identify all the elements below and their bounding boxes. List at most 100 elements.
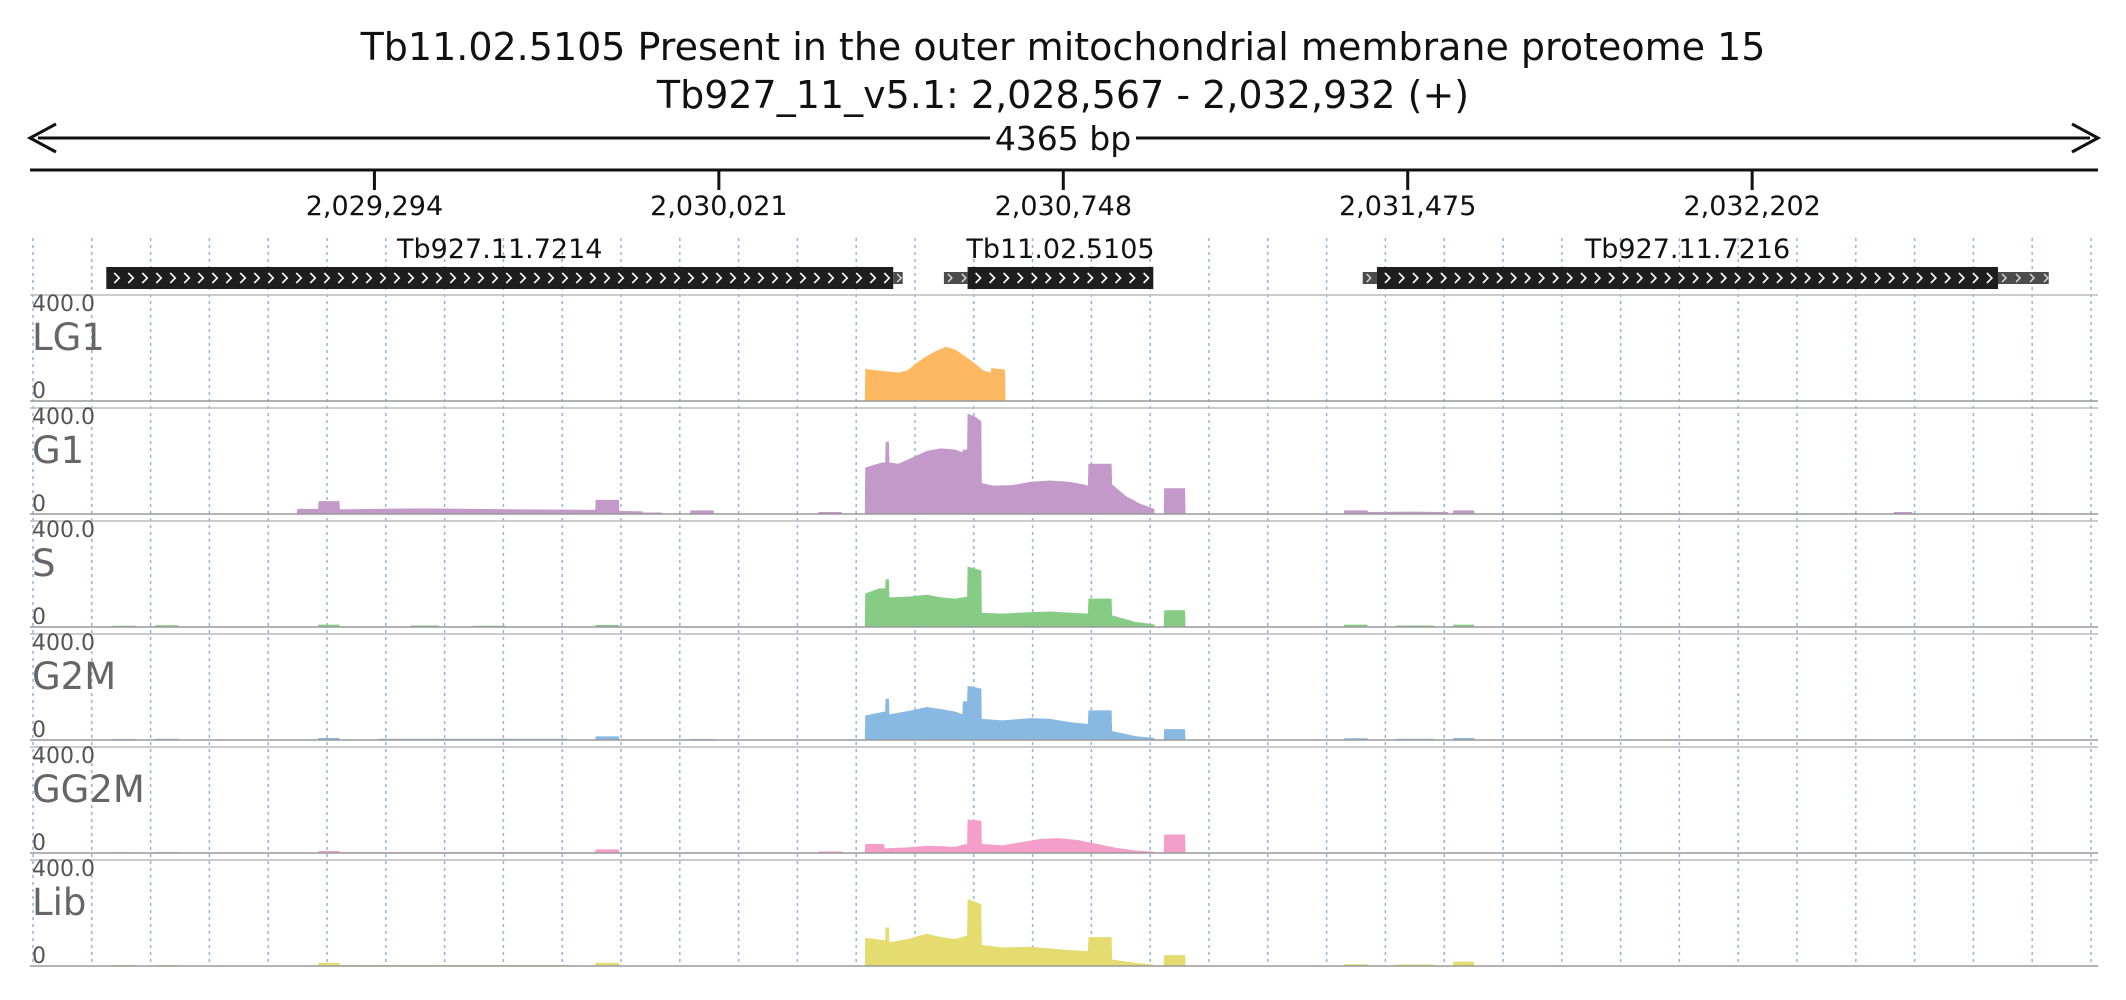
track-ymax-label: 400.0	[32, 518, 95, 543]
chevron-right-icon	[2015, 273, 2022, 283]
chevron-right-icon	[1748, 272, 1756, 284]
gene-name-label: Tb927.11.7216	[1584, 234, 1790, 265]
chevron-right-icon	[1045, 272, 1052, 284]
chevron-right-icon	[505, 272, 513, 284]
chevron-right-icon	[1720, 272, 1728, 284]
chevron-right-icon	[1538, 272, 1546, 284]
chevron-right-icon	[253, 272, 261, 284]
gene-cds	[1376, 267, 1999, 289]
track-ymin-label: 0	[32, 831, 46, 856]
strand-chevrons	[1366, 272, 2050, 284]
chevron-right-icon	[323, 272, 331, 284]
chevron-right-icon	[1860, 272, 1868, 284]
chevron-right-icon	[1804, 272, 1812, 284]
chevron-right-icon	[1003, 272, 1010, 284]
chevron-right-icon	[799, 272, 807, 284]
chevron-right-icon	[1930, 272, 1938, 284]
coverage-tracks: 400.0LG10400.0G10400.0S0400.0G2M0400.0GG…	[30, 292, 2098, 969]
chevron-right-icon	[1468, 272, 1476, 284]
gene-features: Tb927.11.7214 Tb11.02.5105 Tb927.11.7216	[106, 234, 2050, 289]
coverage-area	[30, 899, 2098, 966]
chevron-right-icon	[631, 272, 639, 284]
chevron-right-icon	[113, 272, 121, 284]
strand-chevrons	[947, 272, 1150, 284]
tick-label: 2,031,475	[1339, 191, 1476, 222]
chevron-right-icon	[1888, 272, 1896, 284]
chevron-right-icon	[239, 272, 247, 284]
chevron-right-icon	[141, 272, 149, 284]
chevron-right-icon	[127, 272, 135, 284]
chevron-right-icon	[155, 272, 163, 284]
tick-label: 2,032,202	[1683, 191, 1820, 222]
chevron-right-icon	[1734, 272, 1742, 284]
chevron-right-icon	[309, 272, 317, 284]
chevron-right-icon	[1958, 272, 1966, 284]
chevron-right-icon	[1398, 272, 1406, 284]
chevron-right-icon	[477, 272, 485, 284]
chevron-right-icon	[407, 272, 415, 284]
chevron-right-icon	[757, 272, 765, 284]
chevron-right-icon	[869, 272, 877, 284]
gene-name-label: Tb11.02.5105	[965, 234, 1154, 265]
chevron-right-icon	[1366, 273, 1372, 283]
gene-utr	[893, 272, 903, 284]
track-name-label: G1	[32, 429, 84, 472]
span-length-label: 4365 bp	[995, 119, 1131, 158]
track-ymin-label: 0	[32, 944, 46, 969]
chevron-right-icon	[1650, 272, 1658, 284]
chevron-right-icon	[1916, 272, 1924, 284]
track-ymin-label: 0	[32, 605, 46, 630]
chevron-right-icon	[1622, 272, 1630, 284]
gene-feature: Tb927.11.7214	[106, 234, 903, 289]
chevron-right-icon	[491, 272, 499, 284]
chevron-right-icon	[883, 272, 891, 284]
chevron-right-icon	[211, 272, 219, 284]
chart-title: Tb11.02.5105 Present in the outer mitoch…	[360, 25, 1766, 69]
chevron-right-icon	[1482, 272, 1490, 284]
chevron-right-icon	[281, 272, 289, 284]
chevron-right-icon	[896, 273, 903, 283]
coverage-area	[30, 685, 2098, 740]
chevron-right-icon	[463, 272, 471, 284]
chevron-right-icon	[1440, 272, 1448, 284]
chevron-right-icon	[645, 272, 653, 284]
chevron-right-icon	[2029, 273, 2036, 283]
tick-label: 2,030,748	[995, 191, 1132, 222]
chevron-right-icon	[1706, 272, 1714, 284]
tick-label: 2,029,294	[306, 191, 443, 222]
chevron-right-icon	[351, 272, 359, 284]
chevron-right-icon	[1580, 272, 1588, 284]
chevron-right-icon	[1129, 272, 1136, 284]
chevron-right-icon	[1664, 272, 1672, 284]
chevron-right-icon	[533, 272, 541, 284]
chevron-right-icon	[729, 272, 737, 284]
chevron-right-icon	[519, 272, 527, 284]
chevron-right-icon	[1986, 272, 1994, 284]
span-ruler: 4365 bp	[26, 119, 2102, 158]
chevron-right-icon	[1426, 272, 1434, 284]
chevron-right-icon	[449, 272, 457, 284]
chevron-right-icon	[603, 272, 611, 284]
track-ymax-label: 400.0	[32, 857, 95, 882]
arrow-right-icon	[2071, 122, 2102, 154]
chevron-right-icon	[1972, 272, 1980, 284]
chevron-right-icon	[1776, 272, 1784, 284]
gene-utr	[1998, 272, 2049, 284]
chevron-right-icon	[295, 272, 303, 284]
chevron-right-icon	[659, 272, 667, 284]
chevron-right-icon	[2001, 273, 2008, 283]
chevron-right-icon	[1594, 272, 1602, 284]
gene-feature: Tb927.11.7216	[1362, 234, 2050, 289]
chevron-right-icon	[1101, 272, 1108, 284]
chevron-right-icon	[1496, 272, 1504, 284]
chevron-right-icon	[715, 272, 723, 284]
chevron-right-icon	[183, 272, 191, 284]
chevron-right-icon	[1115, 272, 1122, 284]
track-name-label: LG1	[32, 316, 105, 359]
chevron-right-icon	[1678, 272, 1686, 284]
chevron-right-icon	[1818, 272, 1826, 284]
chevron-right-icon	[225, 272, 233, 284]
chevron-right-icon	[813, 272, 821, 284]
